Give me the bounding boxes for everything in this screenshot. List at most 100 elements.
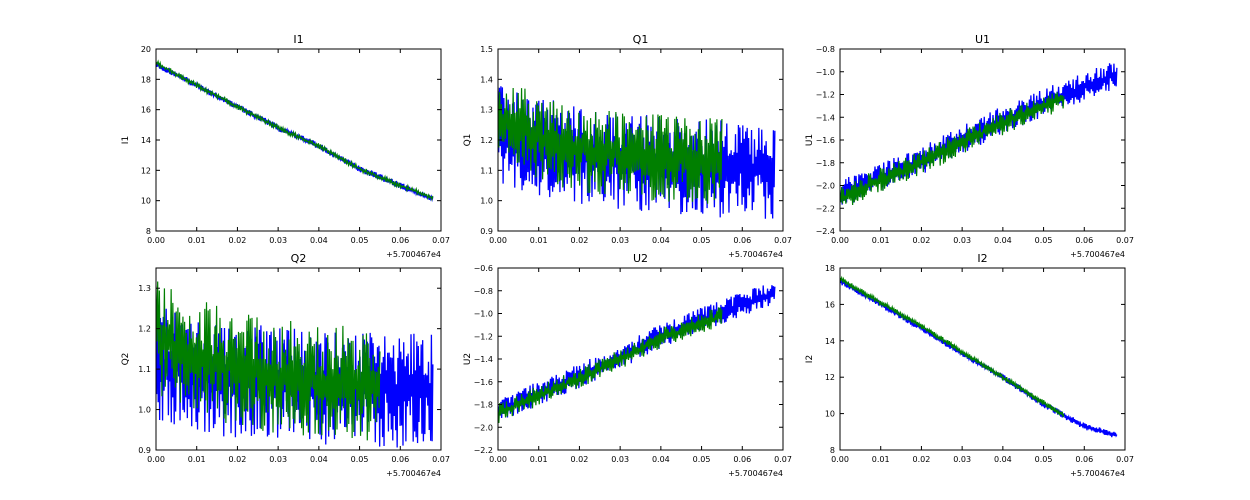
y-tick-label: −0.8 — [474, 287, 493, 296]
y-tick-label: −1.6 — [474, 378, 493, 387]
x-tick-label: 0.03 — [269, 236, 287, 245]
series-blue-q2 — [156, 307, 434, 448]
y-tick-label: −2.2 — [474, 446, 493, 455]
x-tick-label: 0.01 — [188, 455, 206, 464]
x-tick-label: 0.02 — [571, 236, 589, 245]
y-tick-label: 1.1 — [480, 166, 493, 175]
x-offset-label: +5.700467e4 — [728, 250, 783, 259]
series-green-u2 — [498, 307, 723, 423]
x-tick-label: 0.07 — [1116, 455, 1134, 464]
subplot-title: U2 — [633, 252, 648, 265]
x-tick-label: 0.05 — [351, 455, 369, 464]
x-tick-label: 0.01 — [530, 236, 548, 245]
y-tick-label: −0.6 — [474, 264, 493, 273]
y-tick-label: −0.8 — [816, 45, 835, 54]
x-tick-label: 0.06 — [1075, 455, 1093, 464]
subplot-u1: 0.00 0.01 0.02 0.03 0.04 0.05 0.06 0.07 −2.4 −2.2… — [805, 33, 1134, 259]
x-tick-label: 0.03 — [611, 455, 629, 464]
subplot-title: I2 — [977, 252, 987, 265]
x-tick-label: 0.01 — [872, 455, 890, 464]
series-green-q2 — [156, 281, 381, 441]
y-tick-label: −1.6 — [816, 136, 835, 145]
x-tick-label: 0.06 — [733, 455, 751, 464]
x-tick-label: 0.05 — [693, 455, 711, 464]
y-tick-label: −2.4 — [816, 227, 835, 236]
x-tick-label: 0.03 — [611, 236, 629, 245]
x-tick-label: 0.03 — [269, 455, 287, 464]
y-axis-label: I2 — [805, 355, 815, 363]
series-blue-i2 — [840, 278, 1118, 438]
y-tick-label: 1.0 — [138, 406, 151, 415]
x-tick-label: 0.06 — [1075, 236, 1093, 245]
y-tick-label: 16 — [825, 300, 835, 309]
x-tick-label: 0.06 — [391, 236, 409, 245]
y-axis-label: Q2 — [121, 353, 131, 366]
x-tick-label: 0.05 — [693, 236, 711, 245]
y-tick-label: −1.8 — [474, 401, 493, 410]
y-axis-label: U1 — [805, 134, 815, 146]
subplot-title: Q1 — [633, 33, 649, 46]
y-tick-label: 14 — [825, 337, 835, 346]
x-tick-label: 0.02 — [913, 236, 931, 245]
y-tick-label: −1.2 — [474, 332, 493, 341]
subplot-i1: 0.00 0.01 0.02 0.03 0.04 0.05 0.06 0.07 8 10 12 14 1… — [121, 33, 450, 259]
y-axis-label: Q1 — [463, 134, 473, 147]
x-tick-label: 0.07 — [774, 236, 792, 245]
y-tick-label: −1.4 — [474, 355, 493, 364]
x-tick-label: 0.04 — [310, 236, 328, 245]
y-tick-label: 18 — [825, 264, 835, 273]
y-tick-label: 1.3 — [480, 106, 493, 115]
x-tick-label: 0.07 — [432, 236, 450, 245]
subplot-title: Q2 — [291, 252, 307, 265]
x-tick-label: 0.00 — [489, 455, 507, 464]
x-tick-label: 0.07 — [1116, 236, 1134, 245]
subplot-q1: 0.00 0.01 0.02 0.03 0.04 0.05 0.06 0.07 0.9 1.0 1.… — [463, 33, 792, 259]
x-tick-label: 0.03 — [953, 455, 971, 464]
x-offset-label: +5.700467e4 — [386, 469, 441, 478]
y-tick-label: −1.8 — [816, 159, 835, 168]
x-tick-label: 0.02 — [913, 455, 931, 464]
y-tick-label: −2.2 — [816, 204, 835, 213]
subplot-title: I1 — [293, 33, 303, 46]
series-green-q1 — [498, 87, 723, 204]
y-tick-label: −2.0 — [816, 182, 835, 191]
x-tick-label: 0.01 — [872, 236, 890, 245]
y-tick-label: 1.4 — [480, 75, 493, 84]
y-tick-label: 12 — [141, 166, 151, 175]
x-tick-label: 0.04 — [652, 236, 670, 245]
subplot-q2: 0.00 0.01 0.02 0.03 0.04 0.05 0.06 0.07 0.9 1.0 1.… — [121, 252, 450, 478]
series-green-u1 — [840, 92, 1065, 206]
y-tick-label: 12 — [825, 373, 835, 382]
x-offset-label: +5.700467e4 — [386, 250, 441, 259]
y-axis-label: I1 — [121, 136, 131, 144]
axes-frame — [839, 267, 1126, 451]
y-tick-label: 1.3 — [138, 284, 151, 293]
x-tick-label: 0.04 — [994, 236, 1012, 245]
subplot-i2: 0.00 0.01 0.02 0.03 0.04 0.05 0.06 0.07 8 10 12 14 1… — [805, 252, 1134, 478]
x-tick-label: 0.05 — [1035, 236, 1053, 245]
x-tick-label: 0.00 — [831, 236, 849, 245]
x-tick-label: 0.02 — [229, 236, 247, 245]
axes-frame — [839, 48, 1126, 232]
y-tick-label: 0.9 — [480, 227, 493, 236]
y-tick-label: 10 — [141, 197, 151, 206]
x-tick-label: 0.01 — [188, 236, 206, 245]
x-tick-label: 0.00 — [147, 236, 165, 245]
axes-frame — [155, 267, 442, 451]
y-tick-label: −1.0 — [816, 68, 835, 77]
y-tick-label: −2.0 — [474, 423, 493, 432]
x-tick-label: 0.04 — [994, 455, 1012, 464]
x-tick-label: 0.01 — [530, 455, 548, 464]
subplot-title: U1 — [975, 33, 990, 46]
series-green-i1 — [156, 59, 434, 202]
y-tick-label: 16 — [141, 106, 151, 115]
y-tick-label: 14 — [141, 136, 151, 145]
x-tick-label: 0.00 — [147, 455, 165, 464]
series-green-i2 — [840, 275, 1065, 418]
y-tick-label: 1.2 — [480, 136, 493, 145]
x-tick-label: 0.02 — [229, 455, 247, 464]
x-offset-label: +5.700467e4 — [728, 469, 783, 478]
x-tick-label: 0.06 — [733, 236, 751, 245]
y-tick-label: 0.9 — [138, 446, 151, 455]
